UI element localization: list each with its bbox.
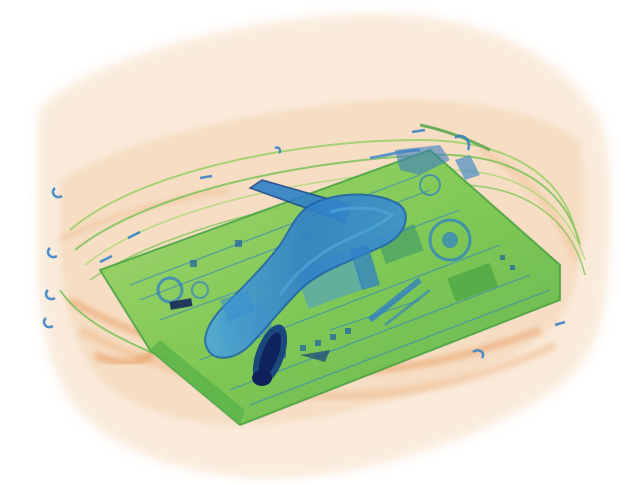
elongated-dense-tool bbox=[204, 179, 431, 359]
dense-cylindrical-item bbox=[169, 298, 330, 386]
zipper-pulls bbox=[42, 128, 566, 359]
